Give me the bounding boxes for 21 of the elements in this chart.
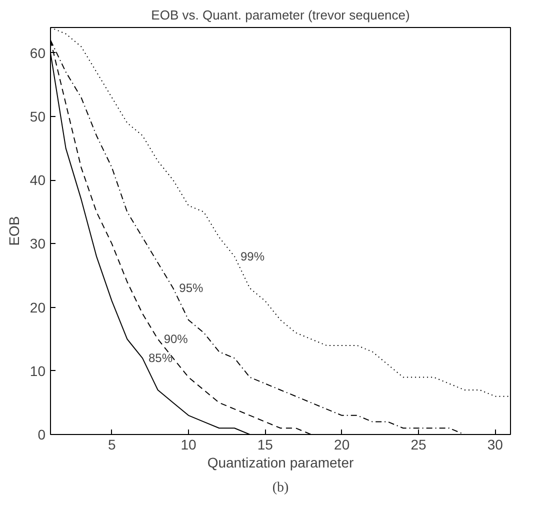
y-tick-label: 0 [38,426,46,442]
y-tick-label: 10 [30,362,46,379]
x-axis-title: Quantization parameter [207,454,354,470]
x-tick-label: 10 [180,436,196,452]
x-tick-label: 25 [410,436,426,452]
y-tick-label: 20 [30,299,46,316]
y-tick-label: 50 [30,108,46,125]
annotation: 99% [240,249,265,264]
x-tick-label: 15 [257,436,274,452]
y-axis-title: EOB [6,216,22,246]
annotation: 95% [179,281,204,296]
y-tick-label: 60 [30,44,46,61]
chart-title: EOB vs. Quant. parameter (trevor sequence) [151,8,410,22]
y-tick-label: 30 [30,236,46,252]
x-tick-label: 5 [108,436,116,452]
annotation: 90% [164,332,188,346]
y-tick-label: 40 [30,172,46,188]
x-tick-label: 20 [334,436,350,452]
x-tick-label: 30 [487,436,504,452]
annotation: 85% [148,351,173,366]
text: (b) [272,480,289,496]
